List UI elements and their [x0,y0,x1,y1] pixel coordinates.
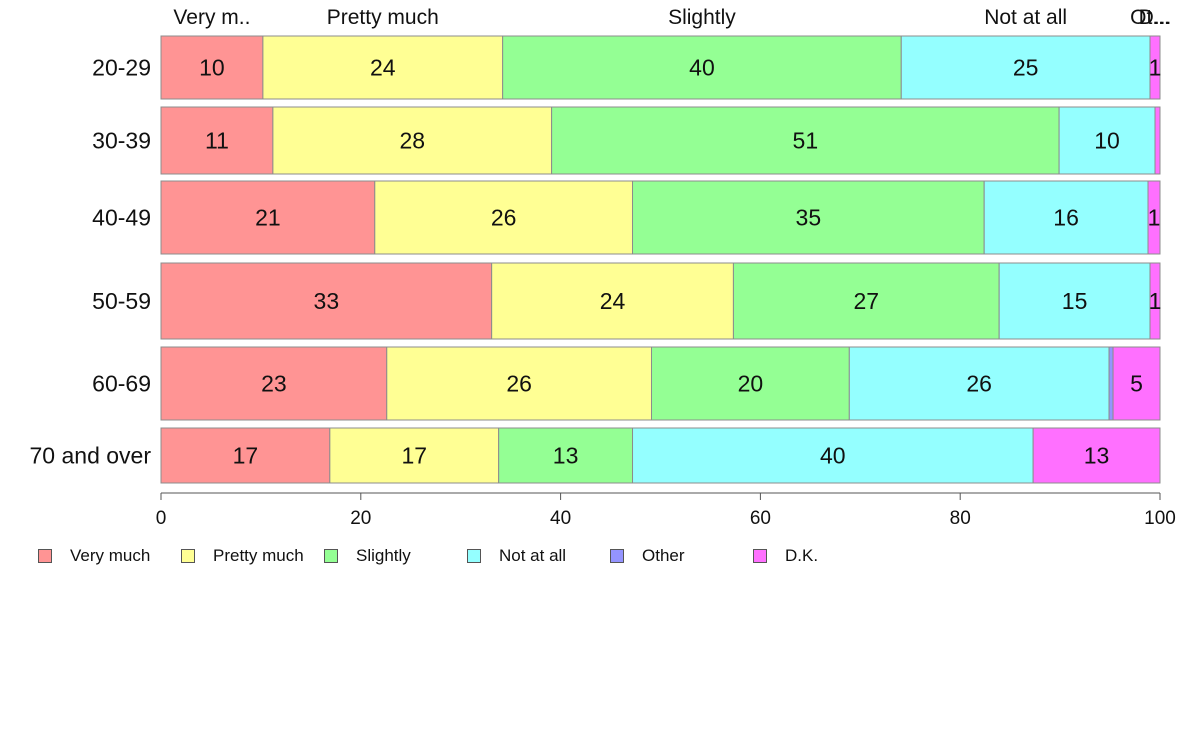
x-tick-label: 100 [1144,508,1176,529]
bar-row: 11 28 51 10 [161,107,1160,174]
data-label: 1 [1149,55,1162,81]
data-label: 40 [689,55,715,81]
bar-rows: 10 24 40 25 111 28 51 1021 26 35 16 133 24 27 15 123 26 2… [161,36,1161,483]
data-label: 23 [261,371,287,397]
legend-label: Very much [70,546,150,566]
top-category-label: D... [1139,6,1172,29]
top-category-label: Pretty much [327,6,439,29]
stacked-bar-chart: Very m.. Pretty much Slightly Not at all Ot.… [0,0,1188,540]
legend-swatch [181,549,195,563]
data-label: 13 [1084,443,1110,469]
data-label: 1 [1149,288,1162,314]
legend-label: Other [642,546,685,566]
legend-item: Other [610,546,685,566]
legend-item: D.K. [753,546,818,566]
legend-swatch [467,549,481,563]
data-label: 17 [401,443,427,469]
legend-label: D.K. [785,546,818,566]
top-category-label: Slightly [668,6,736,29]
x-axis: 0 20 40 60 80 100 [156,493,1176,529]
x-tick-label: 60 [750,508,771,529]
x-tick-label: 20 [350,508,371,529]
legend-item: Not at all [467,546,566,566]
data-label: 35 [796,205,822,231]
top-category-label: Not at all [984,6,1067,29]
data-label: 26 [506,371,532,397]
data-label: 21 [255,205,281,231]
legend-swatch [324,549,338,563]
data-label: 16 [1053,205,1079,231]
data-label: 24 [370,55,396,81]
y-tick-label: 20-29 [92,55,151,81]
top-category-label: Very m.. [173,6,250,29]
top-category-labels: Very m.. Pretty much Slightly Not at all Ot.… [173,6,1171,29]
data-label: 1 [1148,205,1161,231]
data-label: 10 [199,55,225,81]
data-label: 5 [1130,371,1143,397]
data-label: 40 [820,443,846,469]
y-tick-label: 70 and over [30,443,152,469]
data-label: 26 [491,205,517,231]
x-tick-label: 0 [156,508,167,529]
y-tick-label: 40-49 [92,205,151,231]
data-label: 15 [1062,288,1088,314]
y-tick-label: 50-59 [92,288,151,314]
x-tick-label: 80 [950,508,971,529]
data-label: 26 [966,371,992,397]
legend: Very much Pretty much Slightly Not at all Ot… [38,546,1138,570]
data-label: 24 [600,288,626,314]
bar-row: 33 24 27 15 1 [161,263,1161,339]
data-label: 28 [399,128,425,154]
y-tick-label: 60-69 [92,371,151,397]
data-label: 17 [233,443,259,469]
legend-label: Not at all [499,546,566,566]
data-label: 25 [1013,55,1039,81]
y-axis-labels: 20-29 30-39 40-49 50-59 60-69 70 and over [30,55,152,469]
data-label: 51 [793,128,819,154]
legend-item: Slightly [324,546,411,566]
bar-segment [1155,107,1160,174]
legend-label: Pretty much [213,546,304,566]
data-label: 27 [853,288,879,314]
bar-row: 10 24 40 25 1 [161,36,1161,99]
data-label: 10 [1094,128,1120,154]
legend-swatch [610,549,624,563]
y-tick-label: 30-39 [92,128,151,154]
data-label: 11 [205,128,229,154]
legend-swatch [38,549,52,563]
data-label: 33 [314,288,340,314]
bar-row: 17 17 13 40 13 [161,428,1160,483]
legend-item: Pretty much [181,546,304,566]
bar-row: 23 26 20 26 5 [161,347,1160,420]
bar-row: 21 26 35 16 1 [161,181,1160,254]
legend-swatch [753,549,767,563]
legend-label: Slightly [356,546,411,566]
x-tick-label: 40 [550,508,571,529]
bar-segment [1109,347,1113,420]
legend-item: Very much [38,546,150,566]
data-label: 13 [553,443,579,469]
data-label: 20 [738,371,764,397]
